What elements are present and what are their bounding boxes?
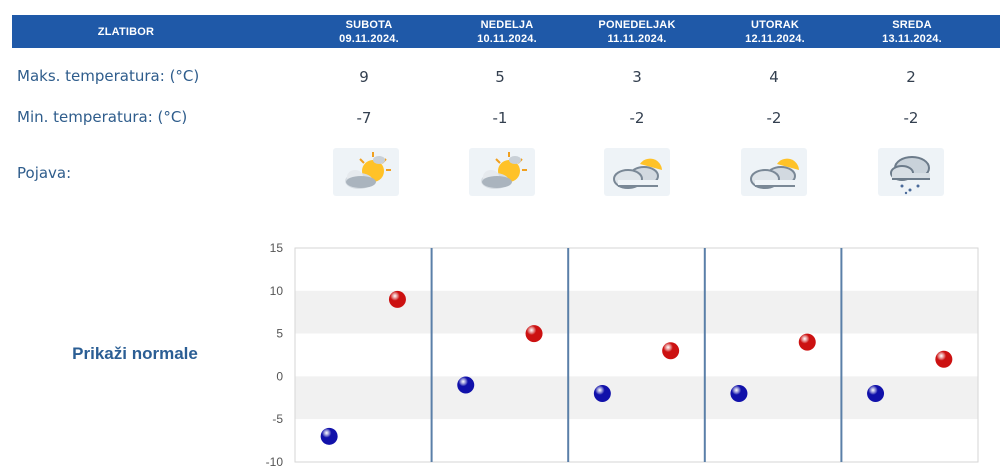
chart-band: [295, 419, 978, 462]
max-temp-label: Maks. temperatura: (°C): [17, 67, 200, 85]
day-date: 09.11.2024.: [339, 32, 399, 45]
cloud-with-sun-icon: [604, 148, 670, 196]
day-name: UTORAK: [750, 18, 800, 31]
day-date: 12.11.2024.: [745, 32, 805, 45]
y-tick-label: -10: [266, 455, 284, 469]
min-temp-value: -2: [629, 109, 645, 127]
max-temp-point[interactable]: [388, 290, 406, 308]
forecast-header: ZLATIBOR SUBOTA 09.11.2024. NEDELJA 10.1…: [12, 15, 1000, 48]
max-temp-point[interactable]: [662, 342, 680, 360]
sun-behind-cloud-icon: [333, 148, 399, 196]
chart-band: [295, 376, 978, 420]
max-temp-value: 3: [632, 68, 642, 86]
max-temp-value: 9: [359, 68, 369, 86]
min-temp-point[interactable]: [867, 385, 885, 403]
min-temp-point[interactable]: [730, 385, 748, 403]
max-temp-value: 2: [906, 68, 916, 86]
min-temp-value: -2: [903, 109, 919, 127]
y-tick-label: 15: [270, 241, 284, 255]
show-normals-link[interactable]: Prikaži normale: [72, 344, 198, 363]
max-temp-point[interactable]: [798, 333, 816, 351]
day-date: 10.11.2024.: [477, 32, 537, 45]
min-temp-value: -1: [492, 109, 508, 127]
max-temp-value: 4: [769, 68, 779, 86]
station-name: ZLATIBOR: [97, 25, 155, 38]
day-header: SREDA 13.11.2024.: [857, 15, 967, 48]
plot-frame: [294, 247, 979, 463]
chart-band: [295, 290, 978, 334]
rain-cloud-icon: [878, 148, 944, 196]
max-temp-point[interactable]: [525, 325, 543, 343]
day-date: 13.11.2024.: [882, 32, 942, 45]
cloud-with-sun-icon: [741, 148, 807, 196]
chart-band: [295, 248, 978, 291]
min-temp-value: -2: [766, 109, 782, 127]
max-temp-value: 5: [495, 68, 505, 86]
min-temp-point[interactable]: [457, 376, 475, 394]
day-header: NEDELJA 10.11.2024.: [452, 15, 562, 48]
min-temp-value: -7: [356, 109, 372, 127]
y-tick-label: 5: [276, 327, 283, 341]
day-name: SREDA: [892, 18, 932, 31]
chart-band: [295, 333, 978, 377]
y-tick-label: 10: [270, 284, 284, 298]
y-tick-label: 0: [276, 369, 283, 383]
day-header: PONEDELJAK 11.11.2024.: [582, 15, 692, 48]
y-tick-label: -5: [272, 412, 283, 426]
day-name: SUBOTA: [345, 18, 393, 31]
min-temp-point[interactable]: [320, 427, 338, 445]
day-name: NEDELJA: [480, 18, 534, 31]
max-temp-point[interactable]: [935, 350, 953, 368]
day-header: UTORAK 12.11.2024.: [720, 15, 830, 48]
day-header: SUBOTA 09.11.2024.: [314, 15, 424, 48]
day-date: 11.11.2024.: [607, 32, 667, 45]
day-name: PONEDELJAK: [598, 18, 676, 31]
min-temp-label: Min. temperatura: (°C): [17, 108, 188, 126]
sun-behind-cloud-icon: [469, 148, 535, 196]
min-temp-point[interactable]: [593, 385, 611, 403]
phenomenon-label: Pojava:: [17, 164, 72, 182]
